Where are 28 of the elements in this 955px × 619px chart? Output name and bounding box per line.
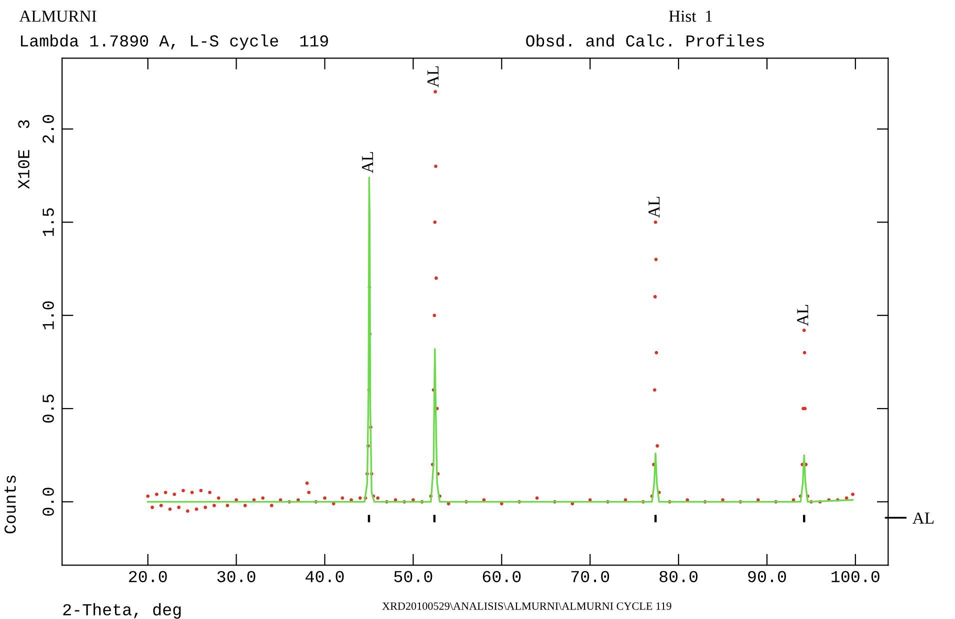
x-tick-label: 90.0 (748, 570, 786, 582)
annotation: AL (648, 196, 660, 218)
text: Hist 1 (668, 10, 712, 22)
x-tick-label: 30.0 (217, 570, 256, 582)
text: X10E 3 (18, 120, 30, 189)
y-tick-label: 1.5 (42, 208, 54, 236)
annotation: AL (427, 66, 438, 88)
x-tick-label: 60.0 (482, 570, 521, 582)
x-tick-label: 40.0 (306, 570, 344, 582)
x-tick-label: 50.0 (394, 570, 432, 582)
annotation: AL (362, 152, 373, 174)
line-series (147, 176, 854, 503)
chart-title: ALMURNI (19, 10, 96, 22)
x-tick-label: 100.0 (832, 570, 880, 582)
x-tick-label: 80.0 (660, 570, 698, 582)
x-tick-label: 20.0 (129, 570, 167, 582)
y-tick-label: 2.0 (42, 115, 54, 143)
text: Obsd. and Calc. Profiles (526, 34, 764, 47)
y-tick-label: 0.0 (42, 488, 54, 516)
chart-subtitle: Lambda 1.7890 A, L-S cycle 119 (21, 34, 328, 50)
annotation: AL (797, 304, 808, 326)
y-tick-label: 1.0 (42, 301, 54, 330)
legend-label: AL (912, 512, 934, 524)
x-tick-label: 70.0 (571, 570, 610, 582)
y-tick-label: 0.5 (42, 394, 54, 423)
x-axis-title: 2-Theta, deg (63, 603, 181, 619)
text: XRD20100529\ANALISIS\ALMURNI\ALMURNI CYCLE 119 (382, 602, 672, 610)
y-axis-title: Counts (4, 476, 16, 534)
